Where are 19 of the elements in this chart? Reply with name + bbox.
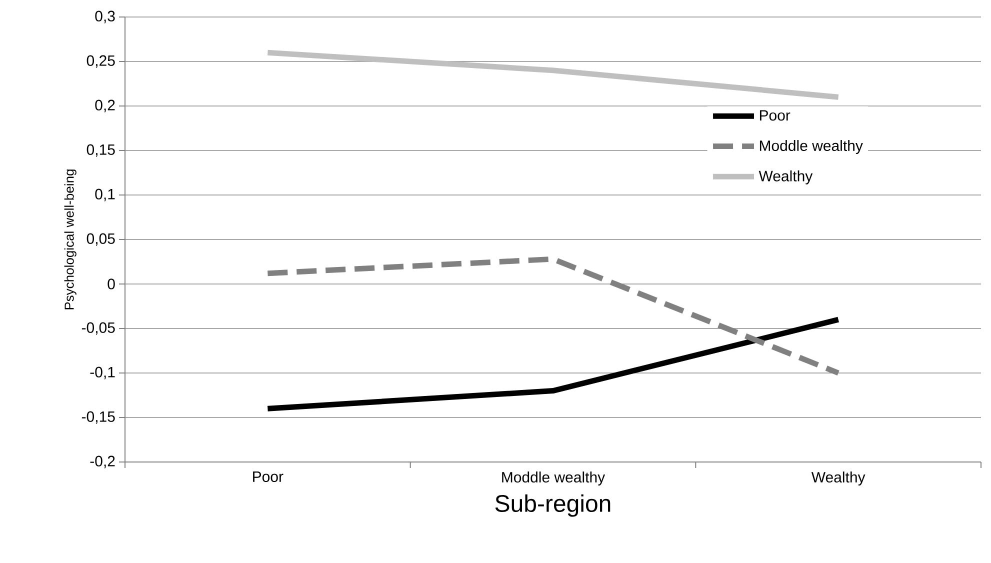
y-tick-label: 0,05 [86, 233, 115, 246]
y-tick-label: -0,05 [82, 322, 115, 335]
y-tick-label: 0,25 [86, 55, 115, 68]
legend-label: Moddle wealthy [760, 140, 863, 154]
legend-label: Poor [760, 110, 790, 121]
x-tick-label: Wealthy [811, 472, 866, 486]
y-tick-label: -0,15 [82, 411, 115, 424]
x-tick-label: Poor [253, 472, 284, 482]
x-tick-label: Moddle wealthy [502, 472, 606, 486]
y-tick-label: 0,1 [95, 188, 115, 202]
y-tick-label: 0 [108, 278, 115, 290]
y-tick-label: -0,2 [90, 456, 115, 468]
x-axis-title: Sub-region [495, 494, 610, 517]
y-tick-label: 0,2 [95, 100, 115, 112]
y-tick-label: -0,1 [90, 366, 115, 380]
y-axis-title: Psychological well-being [64, 170, 76, 310]
legend-label: Wealthy [758, 170, 813, 184]
y-tick-label: 0,15 [86, 144, 115, 157]
y-tick-label: 0,3 [95, 10, 115, 24]
